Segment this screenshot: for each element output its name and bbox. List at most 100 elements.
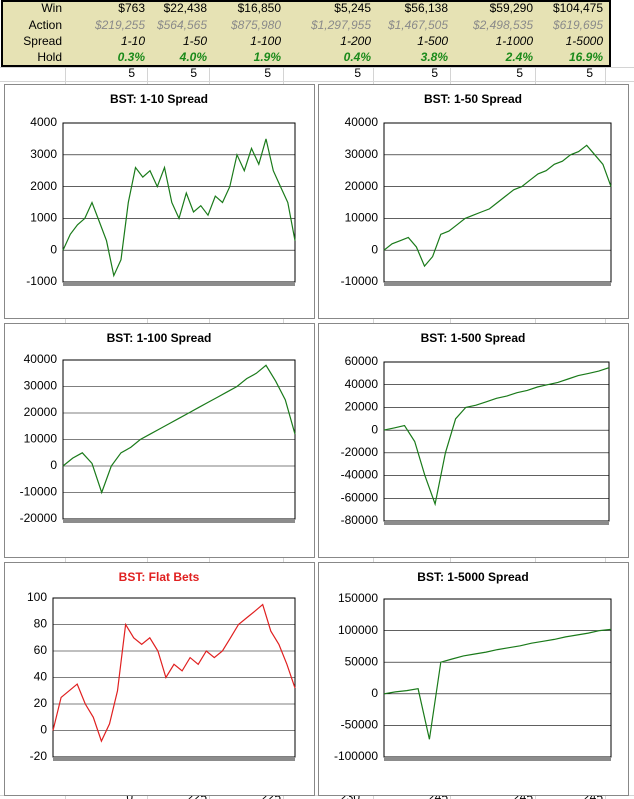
cell: $56,138: [405, 1, 449, 15]
plot-area: [383, 361, 610, 522]
count-cell: 5: [431, 66, 438, 80]
cell: $5,245: [334, 1, 371, 15]
plot-floor: [53, 757, 295, 761]
chart-title: BST: 1-50 Spread: [424, 92, 522, 106]
plot-floor: [384, 521, 609, 525]
chart: BST: 1-100 Spread -20000 -10000 0 10000 20000…: [4, 323, 315, 558]
chart-title: BST: 1-10 Spread: [110, 92, 208, 106]
plot-floor: [63, 282, 295, 286]
row-label: Win: [41, 1, 62, 15]
data-line: [383, 144, 612, 268]
cell: 1-500: [417, 34, 448, 48]
y-tick-label: 60: [34, 643, 48, 657]
y-tick-label: -20: [30, 749, 48, 763]
y-tick-label: 100000: [338, 623, 378, 637]
y-tick-label: 40: [34, 670, 48, 684]
y-tick-label: 20000: [24, 405, 58, 419]
count-cell: 5: [128, 66, 135, 80]
cell: $22,438: [164, 1, 208, 15]
cell: $564,565: [156, 18, 207, 32]
count-cell: 5: [190, 66, 197, 80]
cell: 1-200: [340, 34, 371, 48]
y-tick-label: 40000: [345, 377, 379, 391]
y-tick-label: 100: [27, 590, 47, 604]
y-tick-label: -60000: [341, 490, 379, 504]
y-tick-label: 1000: [30, 211, 57, 225]
chart: BST: 1-50 Spread -10000 0 10000 20000 30000 40…: [318, 84, 629, 319]
data-line: [52, 603, 296, 743]
y-tick-label: 3000: [30, 147, 57, 161]
count-cell: 5: [354, 66, 361, 80]
cell: 1-5000: [566, 34, 604, 48]
y-tick-label: 40000: [24, 352, 58, 366]
count-cell: 5: [586, 66, 593, 80]
cell: 4.0%: [179, 50, 208, 64]
cell: 1.9%: [254, 50, 282, 64]
chart-title: BST: 1-100 Spread: [107, 331, 212, 345]
y-tick-label: 20: [34, 696, 48, 710]
y-tick-label: -1000: [26, 274, 57, 288]
cell: 3.8%: [421, 50, 449, 64]
chart-title: BST: 1-500 Spread: [421, 331, 526, 345]
y-tick-label: -100000: [334, 749, 378, 763]
y-tick-label: 0: [40, 723, 47, 737]
cell: 1-10: [121, 34, 145, 48]
cell: $619,695: [552, 18, 603, 32]
data-line: [383, 367, 610, 507]
data-line: [62, 364, 296, 495]
cell: 0.4%: [344, 50, 372, 64]
y-tick-label: -20000: [20, 511, 58, 525]
y-tick-label: 40000: [345, 115, 379, 129]
y-tick-label: 4000: [30, 115, 57, 129]
data-line: [62, 138, 296, 278]
plot-area: [383, 598, 612, 758]
y-tick-label: 80: [34, 617, 48, 631]
cell: $875,980: [230, 18, 281, 32]
y-tick-label: 30000: [24, 379, 58, 393]
plot-floor: [63, 519, 295, 523]
chart-title: BST: Flat Bets: [119, 570, 200, 584]
summary-block: [1, 0, 611, 67]
cell: $104,475: [553, 1, 603, 15]
y-tick-label: 60000: [345, 354, 379, 368]
y-tick-label: 2000: [30, 179, 57, 193]
y-tick-label: 0: [50, 458, 57, 472]
y-tick-label: -40000: [341, 468, 379, 482]
plot-floor: [384, 757, 611, 761]
cell: $16,850: [238, 1, 282, 15]
cell: $1,467,505: [387, 18, 448, 32]
count-cell: 5: [516, 66, 523, 80]
plot-floor: [384, 282, 611, 286]
y-tick-label: 0: [371, 686, 378, 700]
y-tick-label: -80000: [341, 513, 379, 527]
cell: 0.3%: [118, 50, 146, 64]
row-label: Hold: [37, 50, 62, 64]
chart: BST: 1-5000 Spread -100000 -50000 0 50000 100…: [318, 562, 629, 796]
cell: 2.4%: [505, 50, 534, 64]
y-tick-label: -10000: [341, 274, 379, 288]
y-tick-label: -20000: [341, 445, 379, 459]
row-label: Action: [29, 18, 62, 32]
chart: BST: Flat Bets -20 0 20 40 60 80 100: [4, 562, 315, 796]
cell: $2,498,535: [472, 18, 533, 32]
cell: 1-50: [183, 34, 207, 48]
cell: 1-100: [250, 34, 281, 48]
chart: BST: 1-500 Spread -80000 -60000 -40000 -2000…: [318, 323, 629, 558]
y-tick-label: 150000: [338, 591, 378, 605]
y-tick-label: 50000: [345, 654, 379, 668]
chart-title: BST: 1-5000 Spread: [417, 570, 528, 584]
count-cell: 5: [264, 66, 271, 80]
cell: $763: [118, 1, 145, 15]
cell: $219,255: [94, 18, 145, 32]
cell: $59,290: [490, 1, 534, 15]
data-line: [383, 628, 612, 740]
y-tick-label: -10000: [20, 485, 58, 499]
y-tick-label: 0: [371, 422, 378, 436]
chart: BST: 1-10 Spread -1000 0 1000 2000 3000 4000: [4, 84, 315, 319]
y-tick-label: 0: [371, 242, 378, 256]
plot-area: [62, 122, 296, 283]
row-label: Spread: [23, 34, 62, 48]
y-tick-label: 20000: [345, 400, 379, 414]
